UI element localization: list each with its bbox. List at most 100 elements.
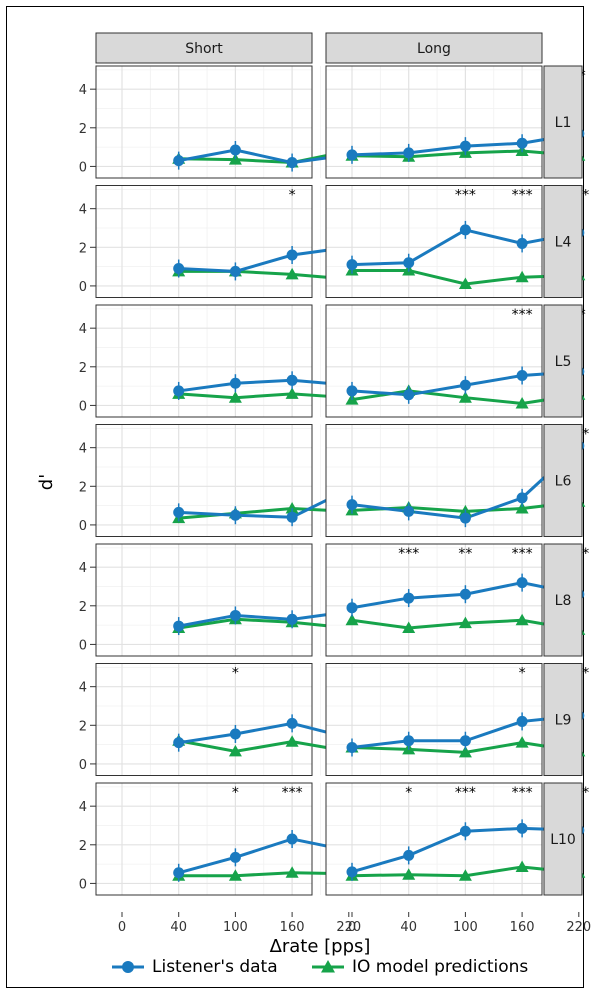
listener-point [229,728,241,740]
row-strip-label: L10 [550,832,576,848]
panel-border [325,304,543,418]
significance-stars: * [232,666,239,682]
listener-point [286,717,298,729]
row-strip-l10 [543,782,583,896]
listener-point [229,265,241,277]
panel-short-l1 [95,65,356,179]
panel-long-l8: *********** [325,543,589,657]
io-model-line [178,149,350,165]
panel-short-l9: * [95,663,356,776]
listener-point [346,259,358,271]
panel-border [95,543,313,657]
panel-background [326,66,542,178]
panel-background [326,424,542,537]
significance-stars: * [405,785,412,801]
listener-point [403,849,415,861]
listener-point [286,157,298,169]
listener-point [516,237,528,249]
legend: Listener's data IO model predictions [112,957,528,977]
panel-long-l9: **** [325,663,589,776]
y-axis-title: d' [36,474,57,490]
panel-background [96,185,312,298]
significance-stars: *** [512,307,533,323]
listener-point [229,609,241,621]
io-model-point [285,387,299,399]
significance-stars: *** [455,785,476,801]
listener-point [229,144,241,156]
io-model-point [458,391,472,403]
y-tick-label: 0 [79,280,87,295]
io-model-line [178,871,349,878]
listener-point [459,140,471,152]
significance-stars: * [232,785,239,801]
listener-point [516,822,528,834]
significance-stars: *** [282,785,303,801]
panel-border [325,543,543,657]
io-model-point [515,736,529,748]
listener-point [229,377,241,389]
panel-long-l10: ********** [325,782,589,896]
row-strip-l1 [543,65,583,179]
row-strip-l8 [543,543,583,657]
listener-point [229,851,241,863]
row-strip-label: L1 [555,115,572,131]
row-strip-label: L9 [555,713,572,729]
listener-point [346,742,358,753]
x-tick-label: 40 [400,920,417,935]
legend-marker [321,960,335,973]
column-strip-label: Short [185,41,223,57]
io-model-point [515,613,529,626]
listener-point [229,509,241,521]
legend-label: IO model predictions [352,957,528,977]
panel-border [325,782,543,896]
row-strip-l4 [543,185,583,298]
y-tick-label: 0 [79,638,87,653]
listener-point [286,833,298,845]
row-strip-label: L5 [555,354,572,370]
panel-background [96,663,312,776]
listener-point [403,147,415,159]
listener-point [173,737,185,749]
y-tick-label: 0 [79,399,87,414]
io-model-point [458,616,472,629]
listener-point [346,499,358,511]
listener-point [173,385,185,397]
panel-background [96,783,312,895]
listener-point [516,715,528,727]
y-tick-label: 0 [79,877,87,892]
x-tick-label: 220 [566,920,591,935]
io-model-point [285,267,299,280]
row-strip-label: L4 [555,235,572,251]
y-tick-label: 2 [79,839,87,854]
listener-point [459,379,471,391]
io-model-line [178,392,349,400]
panel-short-l4: *** [95,185,356,298]
listener-point [459,512,471,524]
y-tick-label: 4 [79,322,87,337]
listener-point [173,620,185,632]
y-tick-label: 4 [79,83,87,98]
io-model-point [345,613,359,626]
y-tick-label: 4 [79,800,87,815]
listener-point [403,389,415,401]
figure-frame [6,6,584,988]
listener-point [286,374,298,386]
listener-point [346,602,358,614]
listener-point [346,149,358,161]
io-model-point [285,866,299,878]
y-tick-label: 2 [79,600,87,615]
listener-point [286,613,298,625]
x-axis-title: Δrate [pps] [270,936,371,957]
listener-point [173,263,185,275]
panel-border [325,185,543,298]
x-tick-label: 0 [118,920,126,935]
y-tick-label: 0 [79,160,87,175]
legend-item-io-model: IO model predictions [312,957,528,977]
io-model-point [228,391,242,403]
listener-point [516,492,528,504]
panel-background [326,305,542,417]
y-tick-label: 4 [79,561,87,576]
listener-line [178,245,350,273]
y-tick-label: 2 [79,241,87,256]
